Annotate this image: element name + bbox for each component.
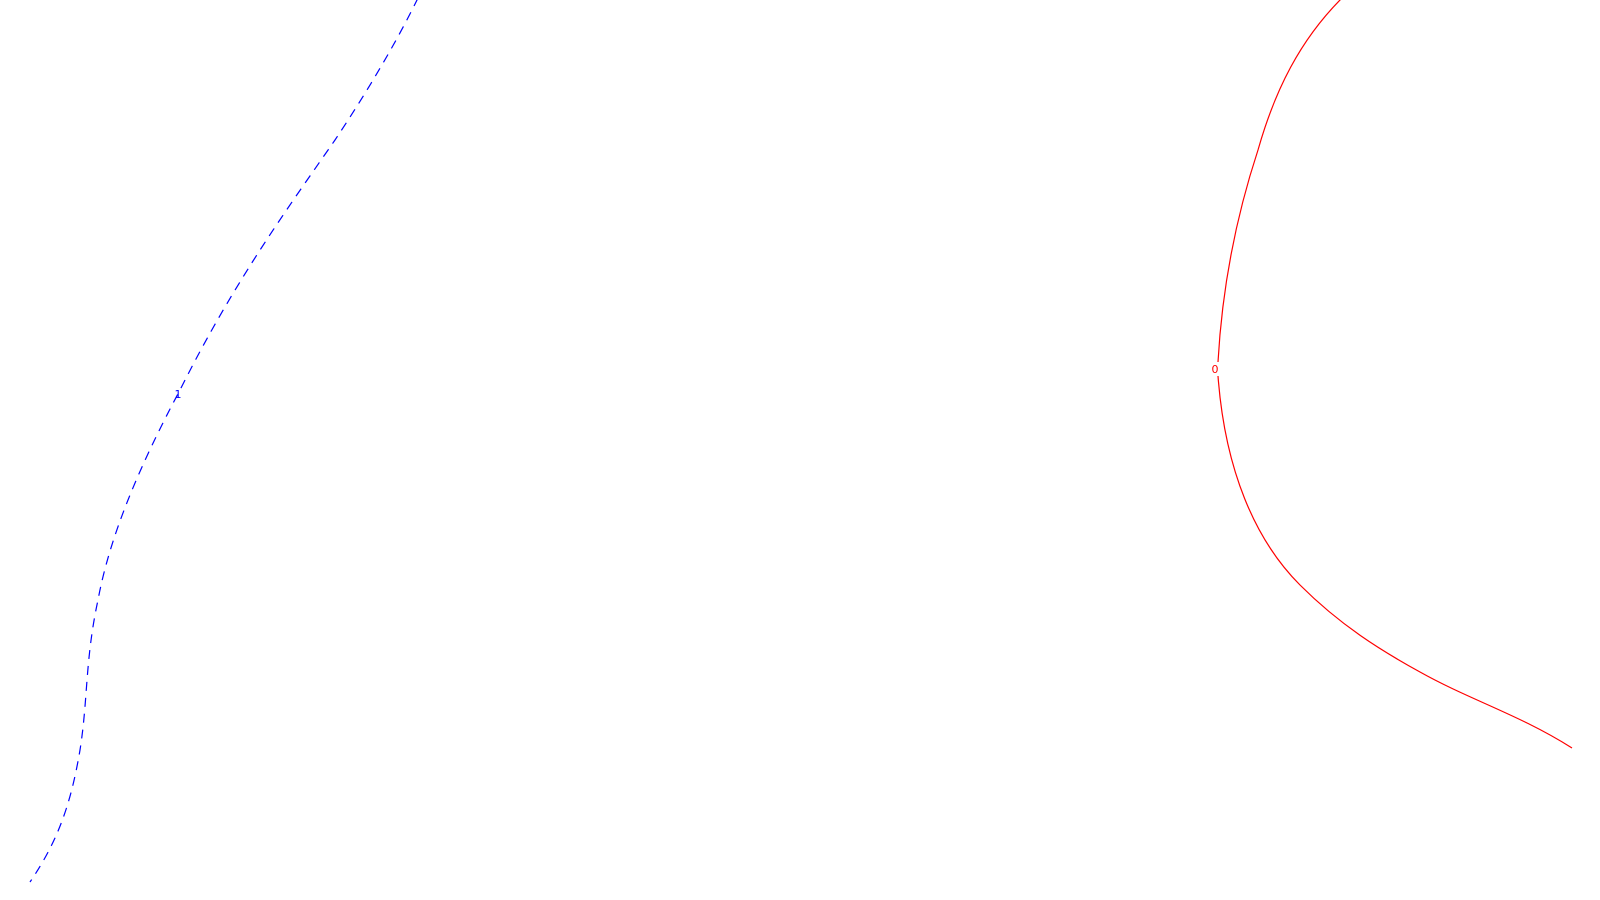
- contour-line-level-0: [1217, 0, 1341, 363]
- contour-line-level-0-lower: [1217, 375, 1573, 749]
- contour-label-level-1: 1: [175, 388, 182, 401]
- contour-label-level-0: 0: [1212, 363, 1219, 376]
- contour-line-level-1: [29, 0, 418, 883]
